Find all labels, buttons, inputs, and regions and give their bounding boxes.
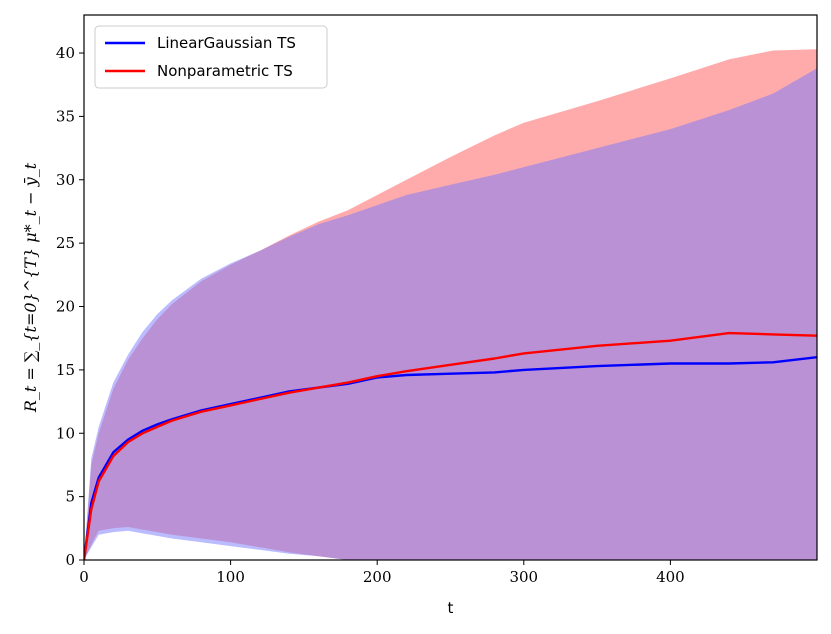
y-tick-label: 40: [56, 44, 75, 62]
y-axis: 0 5 10 15 20 25 30 35 40: [56, 44, 84, 569]
y-axis-label: R_t = ∑_{t=0}^{T} μ*_t − ȳ_t: [21, 162, 40, 413]
y-tick-label: 10: [56, 424, 75, 442]
x-axis: 0 100 200 300 400: [79, 560, 685, 586]
y-tick-label: 35: [56, 107, 75, 125]
x-tick-label: 200: [363, 568, 392, 586]
y-tick-label: 15: [56, 361, 75, 379]
x-tick-label: 300: [509, 568, 538, 586]
plot-frame: [83, 14, 818, 561]
legend-box: [94, 25, 328, 89]
band-lineargaussian: [84, 68, 817, 560]
series-lines: [84, 331, 817, 560]
y-tick-label: 0: [65, 551, 75, 569]
line-nonparametric: [84, 331, 817, 560]
x-tick-label: 400: [656, 568, 685, 586]
y-tick-label: 20: [56, 298, 75, 316]
legend-label: Nonparametric TS: [157, 62, 293, 80]
x-tick-label: 0: [79, 568, 89, 586]
x-tick-label: 100: [216, 568, 245, 586]
y-axis-label-group: R_t = ∑_{t=0}^{T} μ*_t − ȳ_t: [21, 162, 40, 413]
y-tick-label: 30: [56, 171, 75, 189]
legend: LinearGaussian TS Nonparametric TS: [94, 25, 328, 89]
y-tick-label: 25: [56, 234, 75, 252]
confidence-bands: [84, 49, 817, 560]
x-axis-label: t: [448, 599, 454, 617]
legend-label: LinearGaussian TS: [157, 34, 296, 52]
y-tick-label: 5: [65, 488, 75, 506]
